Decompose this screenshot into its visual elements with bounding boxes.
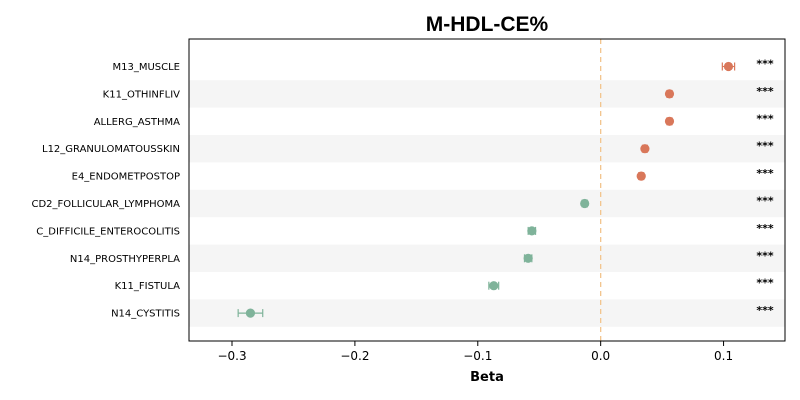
- category-labels: M13_MUSCLE K11_OTHINFLIV ALLERG_ASTHMA L12_…: [31, 62, 180, 320]
- chart-title: M-HDL-CE%: [426, 13, 549, 36]
- row-stripe: [189, 189, 785, 218]
- x-tick-label: −0.1: [463, 349, 492, 363]
- category-label: C_DIFFICILE_ENTEROCOLITIS: [36, 226, 180, 237]
- significance-label: ***: [756, 85, 774, 98]
- beta-point: [664, 116, 675, 126]
- significance-label: ***: [756, 112, 774, 125]
- significance-label: ***: [756, 167, 774, 180]
- category-label: N14_PROSTHYPERPLA: [70, 254, 180, 265]
- beta-point: [640, 144, 650, 154]
- x-axis: −0.3 −0.2 −0.1 0.0 0.1: [217, 341, 733, 363]
- beta-point: [245, 308, 256, 318]
- x-tick-label: 0.0: [591, 349, 610, 363]
- category-label: M13_MUSCLE: [112, 62, 180, 73]
- category-label: L12_GRANULOMATOUSSKIN: [42, 144, 180, 155]
- x-tick-label: 0.1: [714, 349, 733, 363]
- category-label: K11_OTHINFLIV: [103, 89, 180, 100]
- category-label: ALLERG_ASTHMA: [94, 117, 180, 128]
- x-tick-label: −0.2: [340, 349, 369, 363]
- row-stripe: [189, 135, 785, 163]
- beta-point: [723, 61, 734, 72]
- category-label: K11_FISTULA: [115, 281, 181, 292]
- beta-point: [636, 171, 646, 181]
- beta-point: [527, 226, 537, 236]
- significance-label: ***: [756, 222, 774, 235]
- significance-label: ***: [756, 277, 774, 290]
- data-marks: *** *** *** *** *** *** *** *** *** ***: [237, 58, 774, 318]
- x-tick-label: −0.3: [217, 349, 246, 363]
- row-stripes: [189, 80, 785, 327]
- category-label: E4_ENDOMETPOSTOP: [72, 172, 180, 183]
- beta-point: [523, 253, 533, 263]
- row-stripe: [189, 299, 785, 327]
- beta-point: [580, 198, 590, 209]
- x-axis-label: Beta: [470, 370, 504, 385]
- category-label: N14_CYSTITIS: [111, 309, 180, 320]
- significance-label: ***: [756, 304, 774, 317]
- row-stripe: [189, 80, 785, 108]
- significance-label: ***: [756, 140, 774, 153]
- row-stripe: [189, 244, 785, 272]
- category-label: CD2_FOLLICULAR_LYMPHOMA: [31, 199, 180, 210]
- plot-frame: [188, 38, 786, 342]
- significance-label: ***: [756, 195, 774, 208]
- significance-label: ***: [756, 58, 774, 71]
- beta-point: [489, 281, 499, 291]
- beta-point: [664, 89, 675, 99]
- significance-label: ***: [756, 249, 774, 262]
